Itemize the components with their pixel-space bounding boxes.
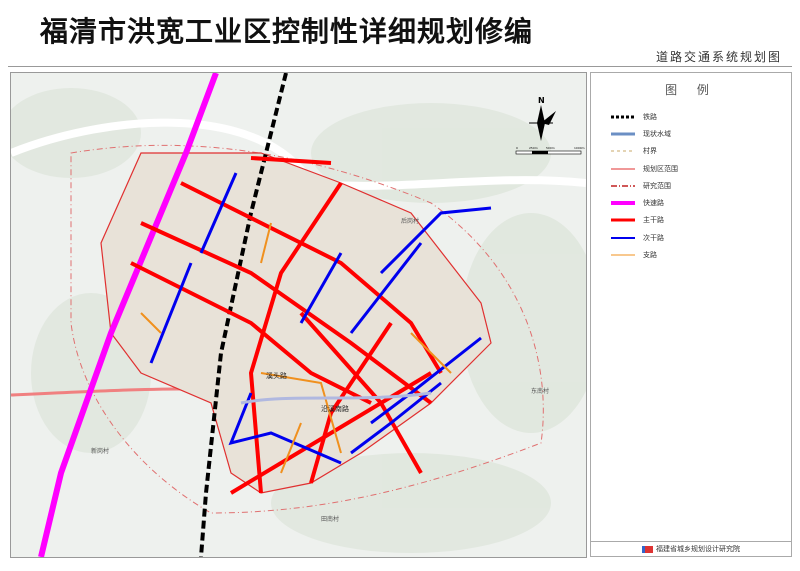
planning-area — [100, 152, 492, 494]
svg-text:500m: 500m — [546, 146, 555, 150]
svg-text:1000m: 1000m — [574, 146, 585, 150]
compass-icon: N — [529, 96, 556, 141]
river — [240, 391, 432, 405]
map-subtitle: 道路交通系统规划图 — [655, 50, 782, 64]
scale-bar: 0 250m 500m 1000m — [515, 146, 585, 155]
svg-text:N: N — [538, 96, 545, 105]
map-label: 沿溪南路 — [321, 404, 349, 413]
map-label: 新岗村 — [91, 447, 109, 455]
map-title: 福清市洪宽工业区控制性详细规划修编 — [40, 15, 534, 48]
legend-item-local-road: 支路 — [611, 251, 657, 260]
legend-item-planning-area: 规划区范围 — [611, 164, 678, 173]
institute-logo-icon — [642, 545, 653, 553]
svg-text:0: 0 — [516, 146, 518, 150]
railway — [199, 73, 288, 557]
map-label: 溪头路 — [266, 371, 287, 380]
map-label: 后岗村 — [401, 217, 419, 225]
research-boundary — [70, 144, 544, 514]
legend-item-village-boundary: 村界 — [611, 147, 657, 156]
local-roads — [140, 222, 452, 474]
legend-item-research-area: 研究范围 — [611, 181, 671, 190]
legend-item-secondary-road: 次干路 — [611, 233, 664, 242]
legend-item-water: 现状水域 — [611, 129, 671, 138]
legend-heading: 图 例 — [665, 83, 717, 97]
legend-item-expressway: 快速路 — [611, 199, 664, 208]
map-label: 东南村 — [531, 387, 549, 395]
title-divider — [8, 66, 792, 67]
map-canvas[interactable]: 溪头路 沿溪南路 东南村 新岗村 田南村 后岗村 N 0 250m 500m 1… — [10, 72, 587, 558]
legend-item-trunk-road: 主干路 — [611, 216, 664, 225]
expressway — [38, 73, 219, 557]
map-label: 田南村 — [321, 515, 339, 523]
institute-credit: 福建省城乡规划设计研究院 — [590, 541, 792, 557]
secondary-roads — [149, 172, 492, 465]
legend-item-railway: 铁路 — [611, 112, 657, 121]
svg-text:250m: 250m — [529, 146, 538, 150]
legend-panel: 图 例 铁路 现状水域 村界 规划区范围 研究范围 快速路 主干路 次干路 支路 — [590, 72, 792, 542]
